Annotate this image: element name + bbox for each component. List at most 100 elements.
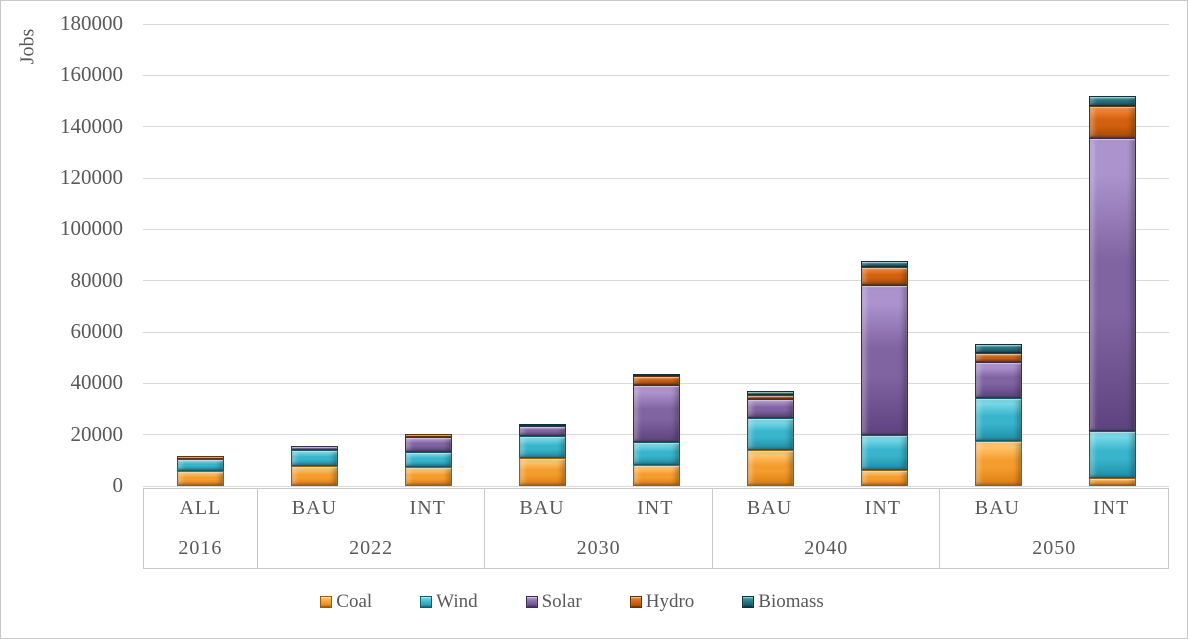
gridline bbox=[143, 485, 1169, 487]
year-label: 2050 bbox=[1032, 536, 1077, 559]
scenario-row: BAU INT bbox=[258, 489, 485, 529]
bar-segment-coal bbox=[746, 450, 794, 486]
scenario-label: BAU bbox=[291, 497, 338, 520]
legend-item-solar: Solar bbox=[525, 591, 582, 613]
bar-segment-wind bbox=[632, 442, 680, 465]
bar-segment-wind bbox=[176, 458, 224, 471]
legend-swatch-solar-icon bbox=[525, 596, 538, 608]
scenario-label: BAU bbox=[519, 497, 565, 520]
scenario-label: ALL bbox=[179, 497, 222, 520]
bar-segment-hydro bbox=[1088, 106, 1136, 138]
bar-segment-solar bbox=[1088, 137, 1136, 431]
legend-label: Biomass bbox=[758, 591, 824, 612]
bar-segment-coal bbox=[404, 467, 452, 486]
y-tick-label: 60000 bbox=[70, 319, 124, 343]
bar-segment-coal bbox=[974, 440, 1022, 486]
category-axis: ALL 2016 BAU INT 2022 BAU INT 2030 BAU INT 2040 BAU… bbox=[143, 488, 1169, 569]
year-label: 2030 bbox=[576, 536, 621, 559]
y-tick-label: 40000 bbox=[70, 370, 124, 395]
bar-segment-coal bbox=[860, 469, 908, 486]
bar-segment-biomass bbox=[632, 373, 680, 377]
gridline bbox=[143, 228, 1169, 230]
bar-segment-biomass bbox=[1088, 95, 1136, 107]
scenario-label: BAU bbox=[974, 497, 1020, 520]
gridline bbox=[143, 280, 1169, 282]
stacked-bar-2022-int bbox=[404, 433, 452, 486]
scenario-label: INT bbox=[409, 497, 446, 520]
bar-segment-hydro bbox=[746, 395, 794, 400]
bar-segment-wind bbox=[404, 451, 452, 467]
bar-segment-coal bbox=[632, 464, 680, 486]
y-tick-label: 0 bbox=[112, 473, 124, 497]
legend-item-hydro: Hydro bbox=[629, 591, 695, 613]
bar-segment-solar bbox=[632, 385, 680, 443]
plot-area bbox=[143, 24, 1169, 486]
y-tick-label: 100000 bbox=[60, 216, 123, 241]
legend-label: Coal bbox=[336, 591, 373, 612]
scenario-label: INT bbox=[864, 497, 901, 520]
bar-segment-coal bbox=[290, 466, 338, 486]
legend-item-biomass: Biomass bbox=[742, 591, 824, 613]
bar-segment-coal bbox=[1088, 477, 1136, 486]
bar-segment-wind bbox=[1088, 430, 1136, 478]
bar-segment-coal bbox=[518, 458, 566, 486]
scenario-label: BAU bbox=[746, 497, 793, 520]
bar-segment-solar bbox=[746, 399, 794, 419]
stacked-bar-2030-bau bbox=[518, 423, 566, 486]
bar-segment-hydro bbox=[176, 456, 224, 459]
y-axis-title: Jobs bbox=[16, 28, 39, 65]
bar-segment-hydro bbox=[404, 433, 452, 437]
bar-segment-biomass bbox=[974, 343, 1022, 354]
category-group-2016: ALL 2016 bbox=[144, 489, 258, 568]
stacked-bar-2050-int bbox=[1088, 95, 1136, 486]
stacked-bar-2050-bau bbox=[974, 343, 1022, 486]
y-tick-label: 80000 bbox=[70, 267, 124, 292]
stacked-bar-2040-int bbox=[860, 261, 908, 486]
category-group-2022: BAU INT 2022 bbox=[258, 489, 486, 568]
stacked-bar-2016-all bbox=[176, 456, 224, 486]
scenario-row: BAU INT bbox=[485, 489, 712, 529]
bar-segment-solar bbox=[404, 436, 452, 452]
stacked-bar-2040-bau bbox=[746, 390, 794, 486]
gridline bbox=[143, 126, 1169, 128]
y-tick-label: 180000 bbox=[60, 11, 123, 35]
bar-segment-hydro bbox=[974, 353, 1022, 362]
bar-segment-wind bbox=[746, 418, 794, 451]
y-tick-label: 20000 bbox=[70, 421, 124, 446]
bar-segment-wind bbox=[290, 450, 338, 467]
bar-segment-solar bbox=[860, 285, 908, 435]
bar-segment-coal bbox=[176, 470, 224, 486]
scenario-label: INT bbox=[637, 497, 674, 520]
bar-segment-solar bbox=[974, 361, 1022, 399]
legend-item-wind: Wind bbox=[420, 591, 478, 613]
category-group-2030: BAU INT 2030 bbox=[485, 489, 713, 568]
legend-item-coal: Coal bbox=[320, 591, 372, 613]
scenario-row: BAU INT bbox=[940, 489, 1168, 529]
gridline bbox=[143, 177, 1169, 179]
legend-label: Solar bbox=[541, 591, 582, 612]
bar-segment-wind bbox=[860, 434, 908, 470]
bar-segment-hydro bbox=[860, 266, 908, 286]
y-tick-label: 140000 bbox=[60, 113, 123, 138]
legend-swatch-hydro-icon bbox=[629, 596, 642, 608]
legend: Coal Wind Solar Hydro Biomass bbox=[1, 591, 1165, 613]
gridline bbox=[143, 331, 1169, 333]
legend-swatch-biomass-icon bbox=[742, 596, 755, 608]
year-label: 2016 bbox=[178, 536, 223, 559]
bar-segment-hydro bbox=[632, 376, 680, 386]
gridline bbox=[143, 23, 1169, 25]
scenario-row: ALL bbox=[144, 489, 257, 529]
year-label: 2040 bbox=[804, 536, 849, 559]
bar-segment-solar bbox=[518, 426, 566, 437]
bar-segment-wind bbox=[518, 436, 566, 458]
scenario-row: BAU INT bbox=[713, 489, 940, 529]
scenario-label: INT bbox=[1092, 497, 1130, 520]
stacked-bar-2022-bau bbox=[290, 446, 338, 486]
legend-swatch-coal-icon bbox=[320, 596, 333, 608]
legend-label: Hydro bbox=[645, 591, 695, 612]
bar-segment-biomass bbox=[746, 390, 794, 396]
bar-segment-solar bbox=[290, 446, 338, 451]
year-label: 2022 bbox=[349, 536, 394, 559]
legend-swatch-wind-icon bbox=[420, 596, 433, 608]
